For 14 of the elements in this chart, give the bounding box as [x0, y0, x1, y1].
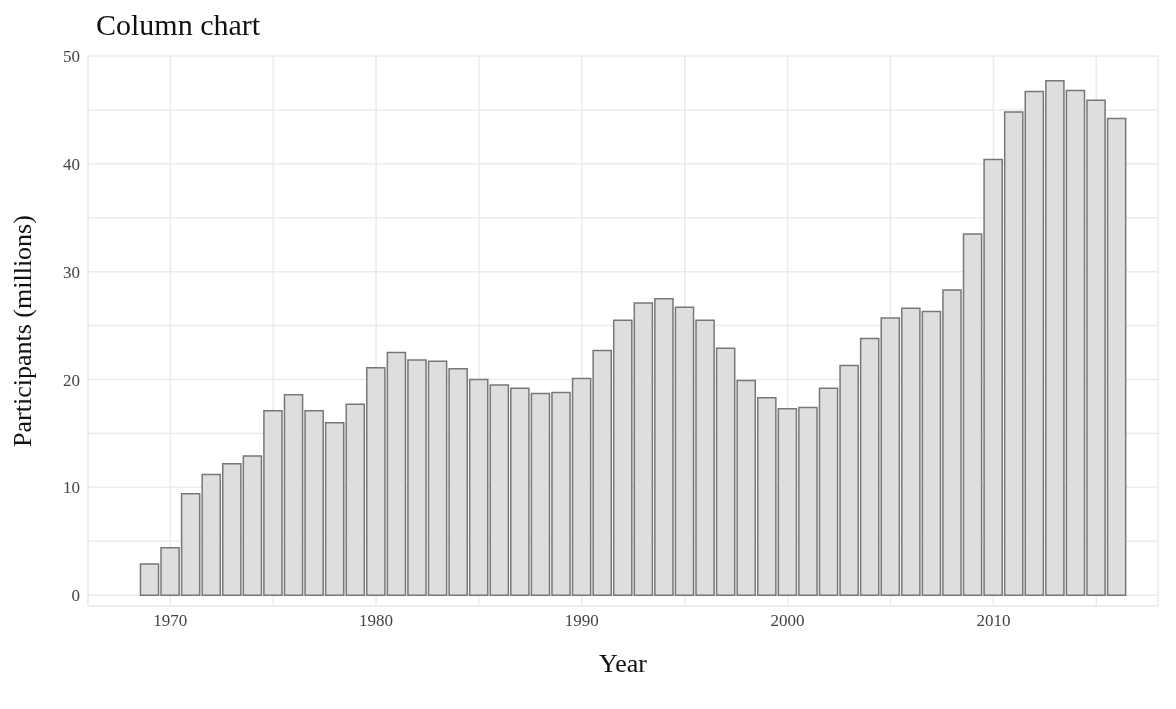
x-axis-title: Year [599, 649, 648, 678]
x-tick-label: 2000 [770, 611, 805, 631]
y-tick-label: 30 [63, 262, 80, 282]
chart-title: Column chart [96, 8, 262, 42]
y-tick-label: 0 [71, 586, 80, 606]
y-tick-label: 40 [63, 154, 80, 174]
y-tick-label: 50 [63, 47, 80, 67]
x-tick-label: 1970 [153, 611, 188, 631]
x-tick-label: 1990 [564, 611, 599, 631]
x-tick-label: 1980 [359, 611, 394, 631]
y-tick-label: 20 [63, 370, 80, 390]
y-axis-title: Participants (millions) [8, 215, 38, 447]
y-tick-label: 10 [63, 478, 80, 498]
x-tick-label: 2010 [976, 611, 1011, 631]
